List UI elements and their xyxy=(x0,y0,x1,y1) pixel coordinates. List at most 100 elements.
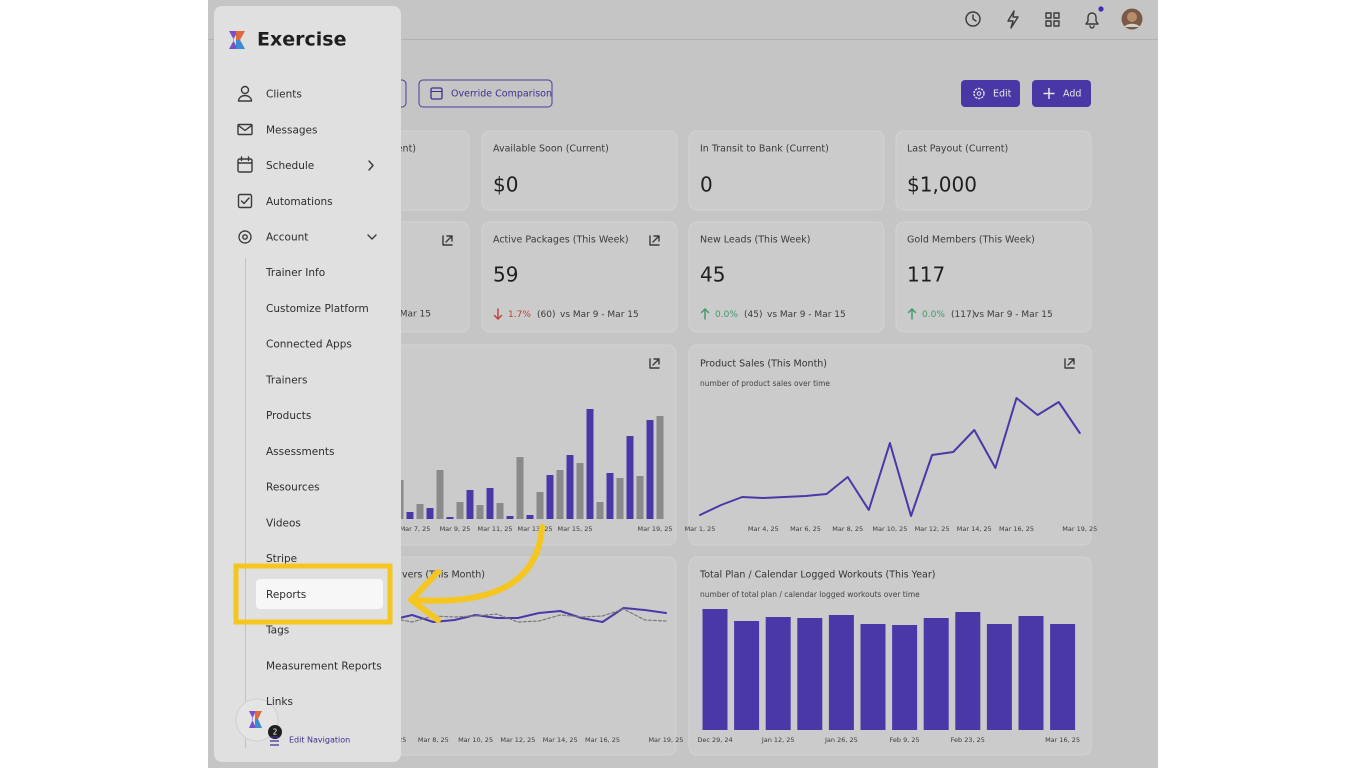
x-tick-label: Mar 7, 25 xyxy=(400,525,431,533)
bar xyxy=(626,436,634,519)
x-tick-label: Mar 19, 25 xyxy=(648,736,683,744)
chevron-right xyxy=(368,160,374,171)
x-tick-label: Mar 16, 25 xyxy=(585,736,620,744)
bar xyxy=(406,512,414,519)
nav-item[interactable]: Clients xyxy=(266,89,302,101)
nav-subitem[interactable]: Tags xyxy=(265,625,289,637)
sidebar-panel xyxy=(214,6,401,762)
external-link-icon[interactable] xyxy=(442,235,453,246)
external-link-icon[interactable] xyxy=(649,235,660,246)
nav-icons xyxy=(237,85,253,244)
bar xyxy=(516,457,524,519)
x-tick-label: Mar 16, 25 xyxy=(1045,736,1080,744)
bar xyxy=(536,492,544,519)
x-tick-label: Mar 10, 25 xyxy=(872,525,907,533)
trend-arrow xyxy=(493,308,503,320)
card-value: 117 xyxy=(907,263,945,287)
chart-subtitle: number of product sales over time xyxy=(700,379,830,388)
button-label: Override Comparison xyxy=(451,89,552,100)
nav-subitem[interactable]: Trainer Info xyxy=(265,267,325,279)
bar xyxy=(860,624,886,730)
bar xyxy=(955,612,981,730)
card-label: Active Packages (This Week) xyxy=(493,235,629,246)
bar xyxy=(636,476,644,519)
nav-subitem[interactable]: Stripe xyxy=(266,553,297,565)
x-tick-label: Mar 19, 25 xyxy=(637,525,672,533)
bar xyxy=(606,473,614,519)
brand-logo xyxy=(229,31,245,49)
nav-item[interactable]: Schedule xyxy=(266,160,314,172)
card-label-fragment: ent) xyxy=(397,144,416,155)
bar xyxy=(656,416,664,519)
nav-item[interactable]: Account xyxy=(266,232,308,244)
apps-icon[interactable] xyxy=(1045,12,1060,27)
comparison-range: vs Mar 9 - Mar 15 xyxy=(560,310,639,320)
nav-logo-button[interactable] xyxy=(235,698,282,742)
bar xyxy=(436,470,444,519)
add-button[interactable]: Add xyxy=(1032,80,1091,107)
edit-navigation-link[interactable]: Edit Navigation xyxy=(289,736,350,745)
x-tick-label: Mar 8, 25 xyxy=(832,525,863,533)
edit-navigation-icon xyxy=(270,736,279,746)
chart-title: Product Sales (This Month) xyxy=(700,359,827,370)
badge-count: 2 xyxy=(273,728,278,737)
bar xyxy=(596,502,604,519)
bar xyxy=(426,508,434,519)
bar xyxy=(734,621,760,730)
x-tick-label: Feb 9, 25 xyxy=(890,736,920,744)
active-item-highlight xyxy=(256,579,383,609)
card-value: 59 xyxy=(493,263,518,287)
brand-name: Exercise xyxy=(257,29,346,51)
nav-subitem[interactable]: Reports xyxy=(266,589,306,601)
stat-card xyxy=(688,130,885,211)
bar xyxy=(646,420,654,519)
nav-subitem[interactable]: Videos xyxy=(266,517,301,529)
nav-subitem[interactable]: Links xyxy=(266,696,293,708)
external-link-icon[interactable] xyxy=(1064,358,1075,369)
avatar[interactable] xyxy=(1121,8,1143,30)
trend-arrow xyxy=(700,308,710,320)
nav-item[interactable]: Automations xyxy=(266,196,333,208)
card-compare-fragment: Mar 15 xyxy=(400,310,431,320)
bar xyxy=(476,505,484,519)
stat-card xyxy=(688,221,885,333)
x-tick-label: Mar 10, 25 xyxy=(458,736,493,744)
card-value: 0 xyxy=(700,173,713,197)
override-comparison-button[interactable]: Override Comparison xyxy=(418,79,553,108)
callout-arrow xyxy=(411,524,545,604)
nav-subitem[interactable]: Trainers xyxy=(265,374,307,386)
stat-card xyxy=(895,130,1092,211)
trend-change: 0.0% xyxy=(715,310,738,320)
nav-subitem[interactable]: Measurement Reports xyxy=(266,660,382,672)
external-link-icon[interactable] xyxy=(649,358,660,369)
card-label: New Leads (This Week) xyxy=(700,235,810,246)
x-tick-label: Dec 29, 24 xyxy=(697,736,732,744)
notifications-icon[interactable] xyxy=(1085,6,1104,29)
history-icon[interactable] xyxy=(965,11,981,27)
bar xyxy=(797,618,823,730)
edit-button[interactable]: Edit xyxy=(961,80,1020,107)
nav-subitem[interactable]: Resources xyxy=(266,482,320,494)
previous-value: (45) xyxy=(744,310,762,320)
nav-subitem[interactable]: Assessments xyxy=(266,446,334,458)
bar xyxy=(416,504,424,519)
bar xyxy=(702,609,728,730)
x-tick-label: Mar 13, 25 xyxy=(517,525,552,533)
card-label: Gold Members (This Week) xyxy=(907,235,1035,246)
stat-card xyxy=(895,221,1092,333)
card-value: $0 xyxy=(493,173,518,197)
bar xyxy=(1018,616,1044,730)
bolt-icon[interactable] xyxy=(1007,10,1019,29)
bar xyxy=(466,490,474,519)
nav-subitem[interactable]: Connected Apps xyxy=(266,339,352,351)
nav-item[interactable]: Messages xyxy=(266,124,318,136)
bar xyxy=(892,625,918,730)
nav-subitem[interactable]: Products xyxy=(266,410,311,422)
bar xyxy=(616,478,624,519)
nav-subitem[interactable]: Customize Platform xyxy=(266,303,369,315)
x-tick-label: Mar 4, 25 xyxy=(748,525,779,533)
x-tick-label: Feb 23, 25 xyxy=(951,736,985,744)
bar xyxy=(546,475,554,519)
button-frame xyxy=(961,80,1020,107)
